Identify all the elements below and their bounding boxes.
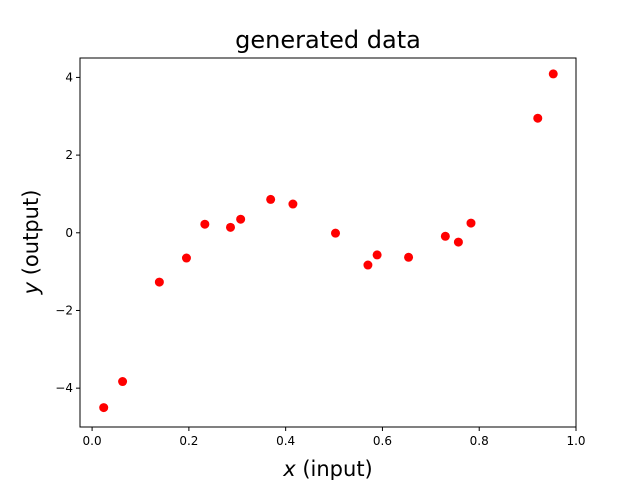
x-tick-label: 1.0 bbox=[566, 434, 585, 448]
data-point bbox=[404, 252, 414, 262]
data-point bbox=[181, 253, 191, 263]
y-axis-label: y (output) bbox=[19, 190, 43, 296]
data-points bbox=[99, 69, 558, 413]
x-tick-label: 0.8 bbox=[470, 434, 489, 448]
data-point bbox=[466, 218, 476, 228]
y-tick-label: 0 bbox=[65, 226, 73, 240]
data-point bbox=[154, 277, 164, 287]
data-point bbox=[548, 69, 558, 79]
y-tick-label: −2 bbox=[55, 303, 73, 317]
x-tick-label: 0.6 bbox=[373, 434, 392, 448]
data-point bbox=[533, 113, 543, 123]
y-tick-label: 2 bbox=[65, 148, 73, 162]
x-tick-label: 0.4 bbox=[276, 434, 295, 448]
data-point bbox=[236, 214, 246, 224]
data-point bbox=[200, 219, 210, 229]
plot-frame bbox=[79, 57, 577, 428]
y-tick-label: 4 bbox=[65, 70, 73, 84]
data-point bbox=[331, 228, 341, 238]
x-tick-label: 0.0 bbox=[83, 434, 102, 448]
data-point bbox=[266, 194, 276, 204]
data-point bbox=[372, 250, 382, 260]
x-axis-ticks: 0.0 0.2 0.4 0.6 0.8 1.0 bbox=[83, 427, 586, 448]
y-tick-label: −4 bbox=[55, 381, 73, 395]
data-point bbox=[225, 222, 235, 232]
data-point bbox=[288, 199, 298, 209]
data-point bbox=[453, 237, 463, 247]
chart-title: generated data bbox=[235, 26, 421, 54]
y-axis-ticks: −4 −2 0 2 4 bbox=[55, 70, 80, 395]
data-point bbox=[363, 260, 373, 270]
data-point bbox=[118, 377, 128, 387]
data-point bbox=[99, 403, 109, 413]
data-point bbox=[440, 231, 450, 241]
x-axis-label: x (input) bbox=[282, 457, 373, 480]
plot-area bbox=[79, 57, 577, 428]
x-tick-label: 0.2 bbox=[179, 434, 198, 448]
